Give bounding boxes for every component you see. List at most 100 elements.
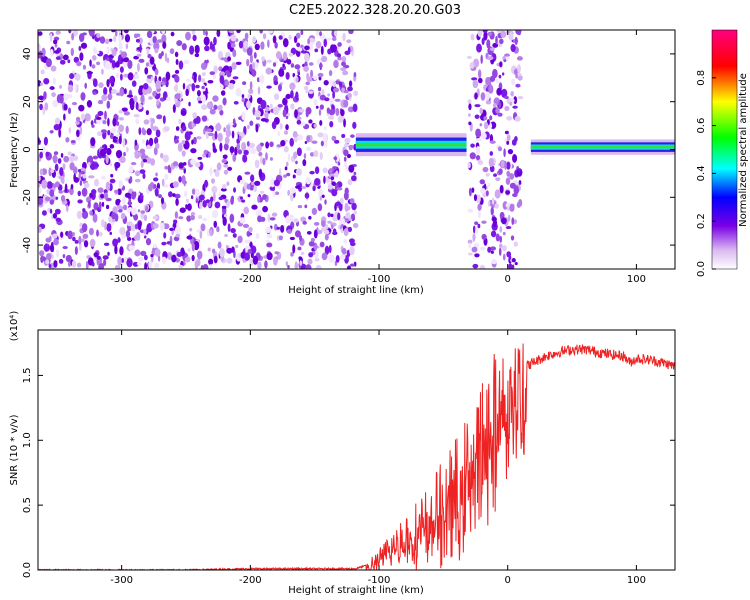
spectrogram-cell (186, 203, 192, 211)
spectrogram-cell (472, 263, 479, 269)
spectrogram-cell (344, 142, 349, 148)
spectrogram-cell (191, 139, 194, 145)
spectrogram-cell (238, 40, 244, 49)
spectrogram-cell (313, 221, 320, 226)
spectrogram-cell (260, 99, 267, 110)
spectrogram-cell (213, 192, 216, 202)
spectrogram-cell (72, 232, 75, 237)
spectrogram-cell (499, 235, 503, 243)
spectrogram-cell (211, 210, 219, 218)
spectrogram-cell (189, 215, 196, 221)
spectrogram-cell (139, 43, 142, 53)
spectrogram-cell (209, 41, 213, 51)
spectrogram-cell (317, 72, 324, 78)
spectrogram-cell (341, 55, 347, 64)
spectrogram-cell (45, 58, 52, 68)
spectrogram-cell (264, 260, 268, 269)
spectrogram-cell (230, 34, 237, 42)
spectrogram-cell (327, 212, 331, 218)
spectrogram-cell (259, 74, 265, 84)
spectrogram-cell (68, 155, 75, 163)
spectrogram-cell (475, 155, 481, 161)
spectrogram-cell (318, 63, 323, 69)
spectrogram-cell (311, 140, 318, 144)
spectrogram-cell (121, 58, 128, 62)
spectrogram-cell (302, 159, 307, 167)
spectrogram-cell (337, 42, 342, 47)
spectrogram-cell (331, 189, 338, 197)
spectrogram-cell (247, 194, 251, 198)
spectrogram-cell (145, 238, 152, 246)
spectrogram-cell (162, 115, 166, 124)
spectrogram-cell (515, 30, 522, 35)
spectrogram-cell (173, 219, 178, 224)
spectrogram-region-noise (38, 30, 359, 269)
spectrogram-cell (472, 225, 476, 234)
spectrogram-cell (290, 90, 294, 99)
spectrogram-cell (175, 233, 181, 238)
spectrogram-cell (338, 81, 343, 88)
spectrogram-cell (58, 128, 62, 138)
spectrogram-cell (155, 80, 161, 90)
spectrogram-cell (290, 103, 295, 110)
spectrogram-cell (124, 88, 127, 95)
spectrogram-cell (202, 217, 208, 222)
spectrogram-cell (219, 84, 224, 90)
spectrogram-cell (277, 131, 281, 137)
spectrogram-cell (118, 34, 122, 44)
spectrogram-cell (262, 194, 267, 200)
spectrogram-cell (71, 102, 78, 106)
spectrogram-cell (84, 113, 91, 122)
spectrogram-cell (227, 41, 231, 50)
spectrogram-cell (77, 199, 83, 204)
spectrogram-cell (502, 56, 506, 60)
spectrogram-cell (96, 255, 101, 260)
spectrogram-cell (41, 145, 46, 155)
spectrogram-cell (154, 47, 159, 54)
spectrogram-cell (304, 45, 310, 51)
spectrogram-cell (305, 264, 312, 269)
spectrogram-cell (506, 251, 512, 258)
spectrogram-cell (474, 114, 480, 119)
spectrogram-cell (121, 107, 128, 112)
spectrogram-cell (202, 263, 209, 269)
spectrogram-cell (153, 41, 160, 51)
spectrogram-cell (109, 162, 113, 167)
spectrogram-cell (206, 59, 209, 64)
spectrogram-cell (343, 156, 347, 162)
spectrogram-cell (260, 117, 267, 122)
spectrogram-cell (506, 115, 513, 121)
spectrogram-cell (254, 180, 261, 186)
spectrogram-cell (43, 136, 48, 146)
y-tick-label: 0 (22, 146, 33, 152)
snr-panel: -300 -200 -100 0 100 0.0 0.5 1.0 1.5 Height of … (9, 311, 676, 596)
spectrogram-cell (145, 110, 149, 115)
spectrogram-cell (152, 90, 157, 98)
spectrogram-cell (280, 224, 285, 233)
spectrogram-cell (246, 47, 253, 56)
spectrogram-cell (145, 157, 152, 164)
spectrogram-cell (100, 193, 105, 199)
spectrogram-cell (78, 235, 82, 245)
spectrogram-cell (266, 252, 273, 261)
spectrogram-cell (85, 260, 89, 269)
spectrogram-cell (317, 132, 324, 138)
spectrogram-cell (232, 49, 237, 58)
spectrogram-cell (339, 197, 344, 205)
spectrogram-cell (152, 215, 159, 220)
spectrogram-cell (269, 217, 276, 221)
spectrogram-cell (506, 140, 510, 145)
spectrogram-cell (244, 171, 251, 175)
snr-y-multiplier: (x10⁴) (9, 311, 20, 342)
spectrogram-cell (491, 259, 498, 265)
spectrogram-cell (475, 145, 481, 156)
spectrogram-cell (297, 71, 301, 76)
spectrogram-cell (504, 95, 509, 100)
spectrogram-cell (213, 104, 218, 110)
spectrogram-cell (184, 131, 191, 141)
spectrogram-cell (237, 235, 243, 244)
spectrogram-cell (217, 241, 222, 249)
spectrogram-cell (336, 53, 342, 58)
spectrogram-cell (196, 90, 201, 97)
spectrogram-cell (80, 113, 86, 121)
